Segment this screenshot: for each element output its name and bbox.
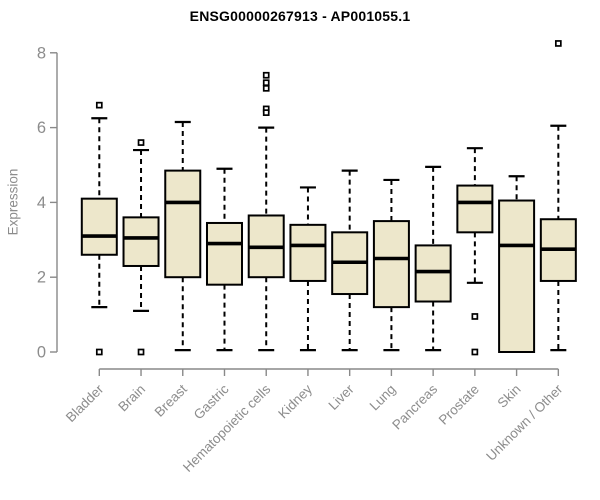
outlier-hematopoietic-cells-2: [262, 84, 270, 92]
y-tick-label-4: 4: [37, 194, 46, 212]
x-tick-label-lung: Lung: [367, 382, 399, 414]
box-pancreas: [414, 244, 452, 303]
outlier-brain-1: [137, 348, 145, 356]
x-tick-label-unknown-other: Unknown / Other: [483, 381, 566, 464]
box-skin: [498, 199, 536, 353]
chart-title: ENSG00000267913 - AP001055.1: [189, 8, 411, 24]
outlier-bladder-0: [95, 101, 103, 109]
x-tick-label-prostate: Prostate: [436, 382, 482, 428]
x-tick-label-breast: Breast: [152, 381, 190, 419]
x-tick-label-skin: Skin: [495, 382, 524, 411]
x-tick-label-gastric: Gastric: [191, 381, 232, 422]
box-gastric: [205, 221, 243, 286]
outlier-prostate-0: [471, 313, 479, 320]
outlier-prostate-1: [471, 348, 479, 356]
outlier-brain-0: [137, 139, 145, 146]
outlier-hematopoietic-cells-4: [262, 109, 270, 116]
box-bladder: [80, 197, 118, 256]
outlier-bladder-1: [95, 348, 103, 356]
outlier-hematopoietic-cells-0: [262, 71, 270, 79]
y-tick-label-0: 0: [37, 344, 46, 362]
y-tick-label-2: 2: [37, 269, 46, 287]
y-tick-label-8: 8: [37, 44, 46, 62]
box-prostate: [456, 184, 494, 234]
y-tick-label-6: 6: [37, 119, 46, 137]
x-tick-label-brain: Brain: [115, 382, 148, 415]
outlier-hematopoietic-cells-1: [262, 79, 270, 87]
box-brain: [122, 216, 160, 267]
box-breast: [164, 169, 202, 279]
x-tick-label-bladder: Bladder: [63, 381, 107, 425]
x-tick-label-pancreas: Pancreas: [389, 381, 440, 432]
box-lung: [372, 220, 410, 309]
outlier-unknown-other-0: [554, 40, 562, 47]
box-kidney: [289, 223, 327, 282]
x-tick-label-liver: Liver: [326, 381, 358, 413]
x-tick-label-kidney: Kidney: [275, 381, 315, 421]
